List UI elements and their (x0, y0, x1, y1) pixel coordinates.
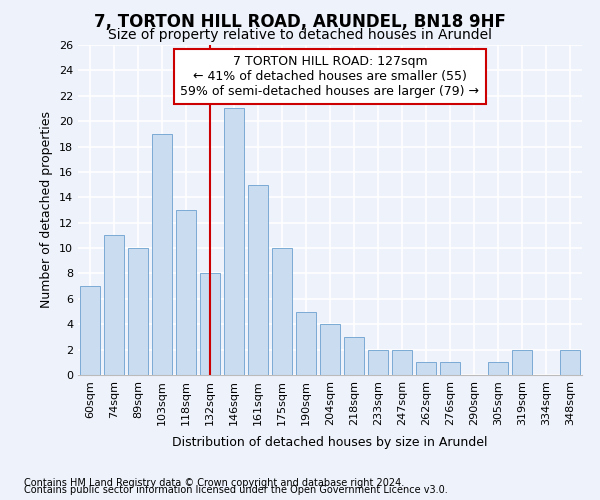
Bar (128, 248, 148, 375)
Bar (176, 210, 196, 375)
Bar (104, 236, 124, 375)
Bar (296, 312, 316, 375)
Bar (440, 362, 460, 375)
Text: Contains public sector information licensed under the Open Government Licence v3: Contains public sector information licen… (24, 485, 448, 495)
Bar (416, 362, 436, 375)
Y-axis label: Number of detached properties: Number of detached properties (40, 112, 53, 308)
Text: 7 TORTON HILL ROAD: 127sqm
← 41% of detached houses are smaller (55)
59% of semi: 7 TORTON HILL ROAD: 127sqm ← 41% of deta… (181, 55, 479, 98)
Bar (200, 274, 220, 375)
Bar (560, 350, 580, 375)
Bar (80, 286, 100, 375)
Text: 7, TORTON HILL ROAD, ARUNDEL, BN18 9HF: 7, TORTON HILL ROAD, ARUNDEL, BN18 9HF (94, 12, 506, 30)
Bar (248, 184, 268, 375)
Bar (224, 108, 244, 375)
Text: Contains HM Land Registry data © Crown copyright and database right 2024.: Contains HM Land Registry data © Crown c… (24, 478, 404, 488)
Text: Size of property relative to detached houses in Arundel: Size of property relative to detached ho… (108, 28, 492, 42)
Bar (320, 324, 340, 375)
Bar (392, 350, 412, 375)
Bar (512, 350, 532, 375)
X-axis label: Distribution of detached houses by size in Arundel: Distribution of detached houses by size … (172, 436, 488, 449)
Bar (152, 134, 172, 375)
Bar (488, 362, 508, 375)
Bar (272, 248, 292, 375)
Bar (344, 337, 364, 375)
Bar (368, 350, 388, 375)
